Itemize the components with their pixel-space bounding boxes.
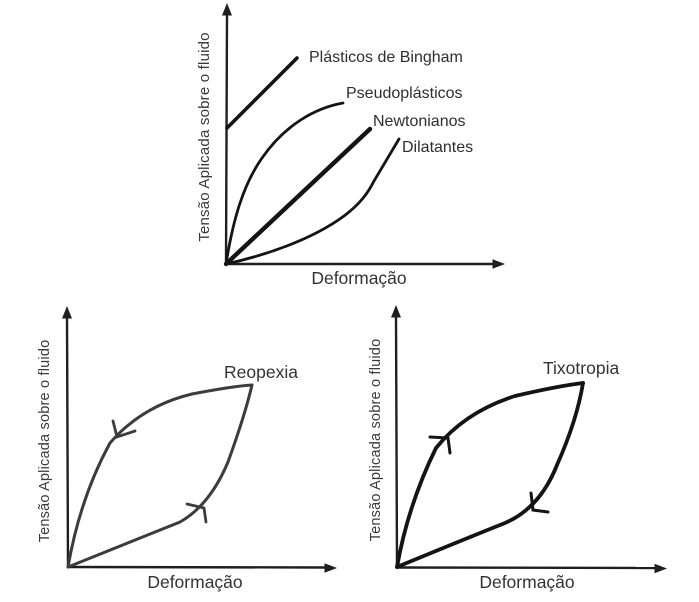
top-y-axis: [224, 13, 229, 266]
bingham-label: Plásticos de Bingham: [309, 49, 463, 66]
tixotropia-x-axis: [395, 566, 657, 570]
tixotropia-chart: Tixotropia Tensão Aplicada sobre o fluid…: [368, 305, 667, 592]
pseudoplastic-curve: [224, 101, 345, 266]
newtonian-label: Newtonianos: [373, 113, 466, 130]
reopexia-x-axis-arrowhead-icon: [324, 563, 337, 573]
tixotropia-x-axis-arrowhead-icon: [654, 563, 667, 574]
tixotropia-lower-direction-arrow-icon: [529, 491, 550, 514]
reopexia-upper-branch: [66, 383, 254, 569]
reopexia-y-axis-arrowhead-icon: [62, 306, 72, 319]
top-y-axis-label: Tensão Aplicada sobre o fluido: [196, 32, 213, 241]
tixotropia-title: Tixotropia: [543, 358, 619, 378]
top-chart: Plásticos de Bingham Pseudoplásticos New…: [196, 3, 505, 288]
top-x-axis-arrowhead-icon: [492, 259, 505, 269]
tixotropia-y-axis-label: Tensão Aplicada sobre o fluido: [368, 339, 384, 542]
tixotropia-x-axis-label: Deformação: [479, 572, 574, 592]
top-y-axis-arrowhead-icon: [222, 3, 232, 16]
pseudoplastic-label: Pseudoplásticos: [346, 85, 463, 102]
reopexia-title: Reopexia: [224, 362, 298, 382]
reopexia-x-axis-label: Deformação: [147, 572, 242, 592]
reopexia-lower-branch: [66, 383, 254, 569]
tixotropia-upper-direction-arrow-icon: [428, 435, 452, 455]
bingham-curve: [225, 56, 299, 130]
newtonian-curve: [223, 126, 373, 267]
tixotropia-y-axis-arrowhead-icon: [391, 305, 401, 318]
reopexia-upper-direction-arrow-icon: [111, 419, 137, 439]
reopexia-y-axis-label: Tensão Aplicada sobre o fluido: [37, 340, 53, 543]
dilatant-curve: [224, 137, 401, 266]
reopexia-lower-direction-arrow-icon: [185, 502, 208, 524]
reopexia-chart: Reopexia Tensão Aplicada sobre o fluido …: [37, 306, 337, 592]
reopexia-y-axis: [65, 316, 70, 569]
reopexia-x-axis: [66, 565, 327, 569]
tixotropia-upper-branch: [395, 381, 585, 569]
dilatant-label: Dilatantes: [402, 139, 473, 156]
top-x-axis-label: Deformação: [311, 268, 406, 288]
tixotropia-y-axis: [394, 315, 399, 569]
